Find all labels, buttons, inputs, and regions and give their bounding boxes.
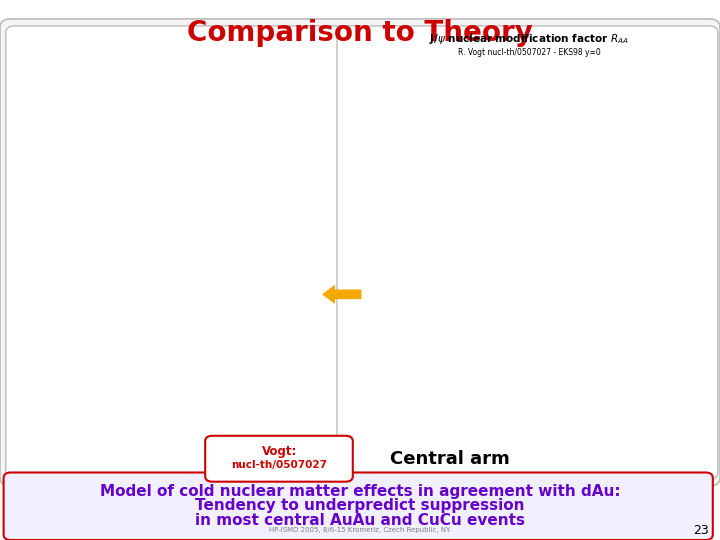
Vogt FCS 3mb xyxy=(148,200,157,207)
Vogt FCS 3mb xyxy=(292,337,301,343)
Text: Model of cold nuclear matter effects in agreement with dAu:: Model of cold nuclear matter effects in … xyxy=(99,484,621,499)
Legend: Vogt EKS98 3mb, Vogt EKS98 1mb, Vogt FCS 3mb: Vogt EKS98 3mb, Vogt EKS98 1mb, Vogt FCS… xyxy=(54,392,145,428)
Vogt EKS98 3mb xyxy=(66,206,75,212)
Vogt FCS 3mb xyxy=(251,298,260,304)
Vogt EKS98 1mb xyxy=(251,235,260,242)
Vogt FCS 3mb xyxy=(128,203,137,210)
Vogt EKS98 3mb xyxy=(107,186,116,192)
Vogt EKS98 3mb xyxy=(271,250,280,256)
Vogt EKS98 3mb xyxy=(128,176,137,183)
Legend: Au+Au $|y|<0.35$, Cu+Cu $|y|<0.35$, d+Au $|y|<0.35$: Au+Au $|y|<0.35$, Cu+Cu $|y|<0.35$, d+Au… xyxy=(603,112,691,160)
Vogt EKS98 1mb xyxy=(148,168,157,175)
Text: PHENIX preliminary: PHENIX preliminary xyxy=(401,393,494,402)
Vogt EKS98 3mb xyxy=(251,231,260,237)
Vogt EKS98 3mb xyxy=(87,195,96,202)
Vogt EKS98 3mb xyxy=(148,171,157,177)
Y-axis label: $R_{dAu}$: $R_{dAu}$ xyxy=(10,252,24,277)
Vogt FCS 3mb xyxy=(46,255,55,262)
Vogt EKS98 1mb xyxy=(292,273,301,279)
Vogt FCS 3mb xyxy=(189,220,198,227)
Vogt EKS98 3mb xyxy=(46,220,55,227)
X-axis label: $N_{part}$: $N_{part}$ xyxy=(528,456,552,471)
Vogt EKS98 3mb xyxy=(189,181,198,187)
Vogt EKS98 1mb xyxy=(107,188,116,195)
Text: Central arm: Central arm xyxy=(390,450,510,468)
Vogt EKS98 1mb xyxy=(46,235,55,242)
Text: in most central AuAu and CuCu events: in most central AuAu and CuCu events xyxy=(195,513,525,528)
Vogt EKS98 1mb xyxy=(230,211,239,217)
Text: 23: 23 xyxy=(693,524,709,537)
Vogt EKS98 3mb xyxy=(210,193,219,200)
X-axis label: Rapidity: Rapidity xyxy=(161,457,207,467)
Vogt FCS 3mb xyxy=(66,240,75,247)
Line: Vogt EKS98 1mb: Vogt EKS98 1mb xyxy=(50,169,297,276)
Vogt EKS98 3mb xyxy=(230,211,239,217)
Vogt EKS98 3mb xyxy=(292,267,301,274)
Vogt FCS 3mb xyxy=(169,206,178,212)
Text: Comparison to Theory: Comparison to Theory xyxy=(187,19,533,47)
Vogt EKS98 1mb xyxy=(66,215,75,222)
Text: Vogt:: Vogt: xyxy=(261,446,297,458)
Vogt EKS98 1mb xyxy=(87,200,96,207)
Vogt EKS98 1mb xyxy=(128,176,137,183)
Vogt FCS 3mb xyxy=(230,270,239,276)
Vogt EKS98 1mb xyxy=(210,188,219,195)
Vogt EKS98 3mb xyxy=(169,173,178,180)
Line: Vogt EKS98 3mb: Vogt EKS98 3mb xyxy=(50,174,297,271)
Text: nucl-th/0507027: nucl-th/0507027 xyxy=(231,461,328,470)
Text: Tendency to underpredict suppression: Tendency to underpredict suppression xyxy=(195,498,525,514)
Vogt EKS98 1mb xyxy=(189,173,198,180)
Text: R. Vogt nucl-th/0507027 - EKS98 y=0: R. Vogt nucl-th/0507027 - EKS98 y=0 xyxy=(458,48,600,57)
Vogt EKS98 1mb xyxy=(169,166,178,172)
Vogt FCS 3mb xyxy=(271,322,280,329)
Text: J/$\psi$ nuclear modification factor $R_{AA}$: J/$\psi$ nuclear modification factor $R_… xyxy=(429,32,629,46)
Vogt FCS 3mb xyxy=(87,225,96,232)
Text: HP-ISMD 2005, 8/6-15 Kromeriz, Czech Republic, NY.: HP-ISMD 2005, 8/6-15 Kromeriz, Czech Rep… xyxy=(269,527,451,533)
Vogt FCS 3mb xyxy=(210,243,219,249)
Vogt FCS 3mb xyxy=(107,211,116,217)
Line: Vogt FCS 3mb: Vogt FCS 3mb xyxy=(50,204,297,340)
Vogt EKS98 1mb xyxy=(271,255,280,262)
